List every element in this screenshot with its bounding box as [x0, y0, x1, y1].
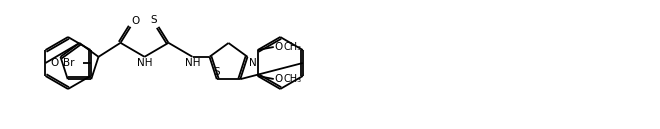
Text: O: O	[50, 58, 59, 68]
Text: S: S	[213, 67, 220, 77]
Text: N: N	[249, 58, 256, 68]
Text: O: O	[275, 42, 283, 52]
Text: CH₃: CH₃	[284, 42, 302, 52]
Text: NH: NH	[185, 58, 200, 68]
Text: S: S	[150, 15, 156, 25]
Text: CH₃: CH₃	[284, 74, 302, 84]
Text: O: O	[275, 74, 283, 84]
Text: NH: NH	[137, 58, 152, 68]
Text: Br: Br	[63, 58, 75, 68]
Text: O: O	[131, 16, 140, 26]
